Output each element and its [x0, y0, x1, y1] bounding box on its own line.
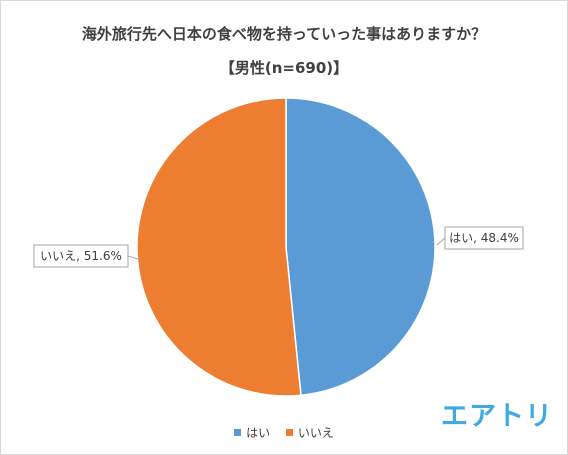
- legend-swatch-yes: [234, 429, 242, 436]
- legend-label-no: いいえ: [297, 426, 334, 440]
- legend-swatch-no: [285, 429, 293, 436]
- data-label-no: いいえ, 51.6%: [40, 249, 122, 263]
- data-label-leader-yes: [436, 237, 446, 246]
- pie-slices: [136, 97, 436, 397]
- pie-slice-yes: [285, 97, 436, 397]
- legend-entry-yes: はい: [234, 424, 270, 441]
- data-label-box-no: [33, 244, 129, 268]
- chart-title: 海外旅行先へ日本の食べ物を持っていった事はありますか？: [81, 25, 487, 43]
- chart-subtitle: 【男性(n=690)】: [219, 59, 349, 77]
- airtrip-logo: エアトリ: [441, 401, 553, 432]
- pie-data-labels: はい, 48.4% いいえ, 51.6%: [33, 226, 524, 268]
- data-label-leader-no: [127, 255, 139, 260]
- legend-entry-no: いいえ: [285, 424, 334, 441]
- legend: はい いいえ: [1, 424, 567, 441]
- pie-slice-no: [136, 97, 302, 397]
- data-label-yes: はい, 48.4%: [449, 231, 519, 245]
- legend-label-yes: はい: [246, 426, 271, 440]
- data-label-box-yes: [444, 226, 524, 250]
